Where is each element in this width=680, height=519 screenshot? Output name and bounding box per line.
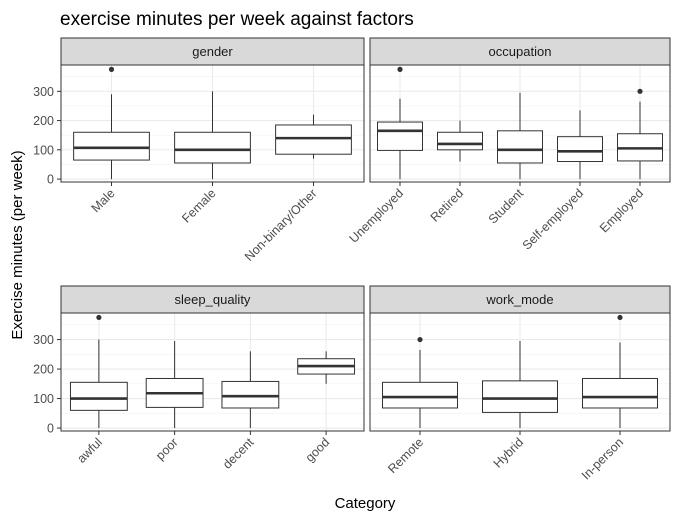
facet-strip-label: work_mode bbox=[485, 292, 553, 307]
facet-strip bbox=[60, 285, 365, 314]
box-awful bbox=[69, 314, 128, 429]
y-tick-label: 100 bbox=[33, 143, 54, 157]
box-iqr bbox=[582, 377, 658, 409]
facet-sleep_quality: sleep_quality 0 100 200 300 awful poor decent go… bbox=[33, 285, 365, 472]
x-tick-label: Employed bbox=[597, 186, 646, 235]
y-tick-label: 0 bbox=[47, 173, 54, 187]
x-tick-label: decent bbox=[220, 435, 257, 472]
box-Retired bbox=[437, 120, 483, 162]
facet-strip bbox=[369, 37, 671, 66]
box-iqr bbox=[382, 381, 458, 409]
box-poor bbox=[145, 341, 204, 429]
x-tick-label: Male bbox=[89, 186, 118, 215]
outlier-point bbox=[637, 88, 643, 94]
x-tick-label: Hybrid bbox=[491, 435, 526, 470]
outlier-point bbox=[96, 314, 102, 321]
x-tick-label: awful bbox=[74, 435, 105, 466]
facet-occupation: occupation Unemployed Retired StudentSelf-e… bbox=[347, 37, 671, 253]
x-tick-label: Non-binary/Other bbox=[242, 186, 320, 264]
y-tick-label: 200 bbox=[33, 363, 54, 377]
box-Student bbox=[497, 92, 543, 180]
outlier-point bbox=[108, 66, 115, 72]
y-tick-label: 100 bbox=[33, 392, 54, 406]
facet-strip bbox=[60, 37, 365, 66]
y-tick-label: 200 bbox=[33, 114, 54, 128]
x-tick-label: Unemployed bbox=[347, 186, 407, 246]
x-tick-label: Retired bbox=[428, 186, 466, 224]
facet-gender: gender 0 100 200 300 Male Female Non-binary/Oth… bbox=[33, 37, 365, 264]
x-tick-label: Remote bbox=[385, 435, 426, 476]
box-Male bbox=[73, 66, 150, 180]
x-tick-label: Student bbox=[486, 186, 527, 227]
outlier-point bbox=[617, 314, 623, 321]
facet-strip-label: sleep_quality bbox=[175, 292, 251, 307]
facet-strip-label: occupation bbox=[489, 44, 552, 59]
x-tick-label: good bbox=[303, 435, 333, 465]
box-Self-employed bbox=[557, 110, 603, 180]
box-good bbox=[297, 351, 356, 384]
y-tick-label: 0 bbox=[47, 422, 54, 436]
box-iqr bbox=[497, 130, 543, 164]
box-In-person bbox=[582, 314, 658, 429]
box-iqr bbox=[221, 380, 280, 409]
box-iqr bbox=[275, 124, 352, 155]
facet-work_mode: work_mode Remote Hybrid In-person bbox=[369, 285, 671, 482]
box-iqr bbox=[174, 131, 251, 164]
box-iqr bbox=[73, 131, 150, 161]
x-axis-title: Category bbox=[335, 495, 396, 512]
box-decent bbox=[221, 351, 280, 429]
y-tick-label: 300 bbox=[33, 333, 54, 347]
box-Hybrid bbox=[482, 341, 558, 429]
box-iqr bbox=[69, 381, 128, 411]
box-Employed bbox=[617, 88, 663, 180]
box-Non-binary/Other bbox=[275, 114, 352, 159]
box-iqr bbox=[557, 136, 603, 163]
facet-strip-label: gender bbox=[192, 44, 233, 59]
x-tick-label: In-person bbox=[579, 435, 626, 482]
box-iqr bbox=[377, 121, 423, 151]
box-iqr bbox=[482, 380, 558, 413]
y-tick-label: 300 bbox=[33, 85, 54, 99]
box-Female bbox=[174, 91, 251, 180]
x-tick-label: Female bbox=[179, 186, 218, 225]
y-axis-title: Exercise minutes (per week) bbox=[9, 150, 26, 339]
facet-strip bbox=[369, 285, 671, 314]
box-Unemployed bbox=[377, 66, 423, 180]
box-Remote bbox=[382, 336, 458, 429]
box-iqr bbox=[437, 131, 483, 151]
chart-title: exercise minutes per week against factor… bbox=[60, 9, 414, 30]
outlier-point bbox=[397, 66, 403, 72]
x-tick-label: poor bbox=[153, 435, 181, 463]
x-tick-label: Self-employed bbox=[520, 186, 586, 252]
facet-panels: gender 0 100 200 300 Male Female Non-binary/Oth… bbox=[33, 37, 671, 482]
panel-border bbox=[60, 312, 365, 432]
outlier-point bbox=[417, 336, 423, 343]
